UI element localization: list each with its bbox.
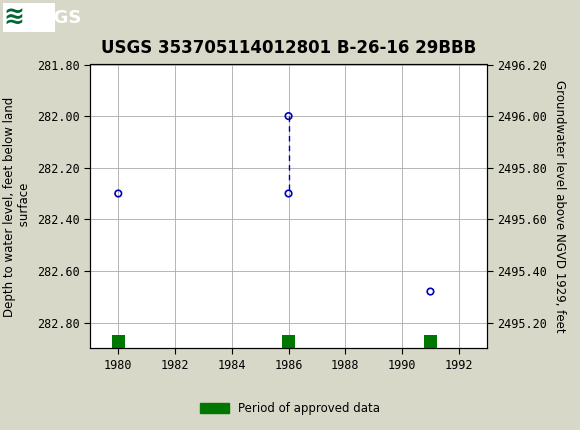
Title: USGS 353705114012801 B-26-16 29BBB: USGS 353705114012801 B-26-16 29BBB bbox=[101, 40, 476, 57]
Y-axis label: Depth to water level, feet below land
 surface: Depth to water level, feet below land su… bbox=[3, 96, 31, 316]
Point bbox=[284, 190, 293, 197]
Point bbox=[114, 190, 123, 197]
Bar bbox=[282, 335, 295, 348]
Text: USGS: USGS bbox=[26, 9, 81, 27]
Point bbox=[284, 113, 293, 120]
Text: ≋: ≋ bbox=[3, 6, 24, 30]
Y-axis label: Groundwater level above NGVD 1929, feet: Groundwater level above NGVD 1929, feet bbox=[553, 80, 566, 333]
FancyBboxPatch shape bbox=[3, 3, 55, 32]
Legend: Period of approved data: Period of approved data bbox=[195, 397, 385, 420]
Bar bbox=[112, 335, 125, 348]
Point bbox=[426, 288, 435, 295]
Bar bbox=[424, 335, 437, 348]
